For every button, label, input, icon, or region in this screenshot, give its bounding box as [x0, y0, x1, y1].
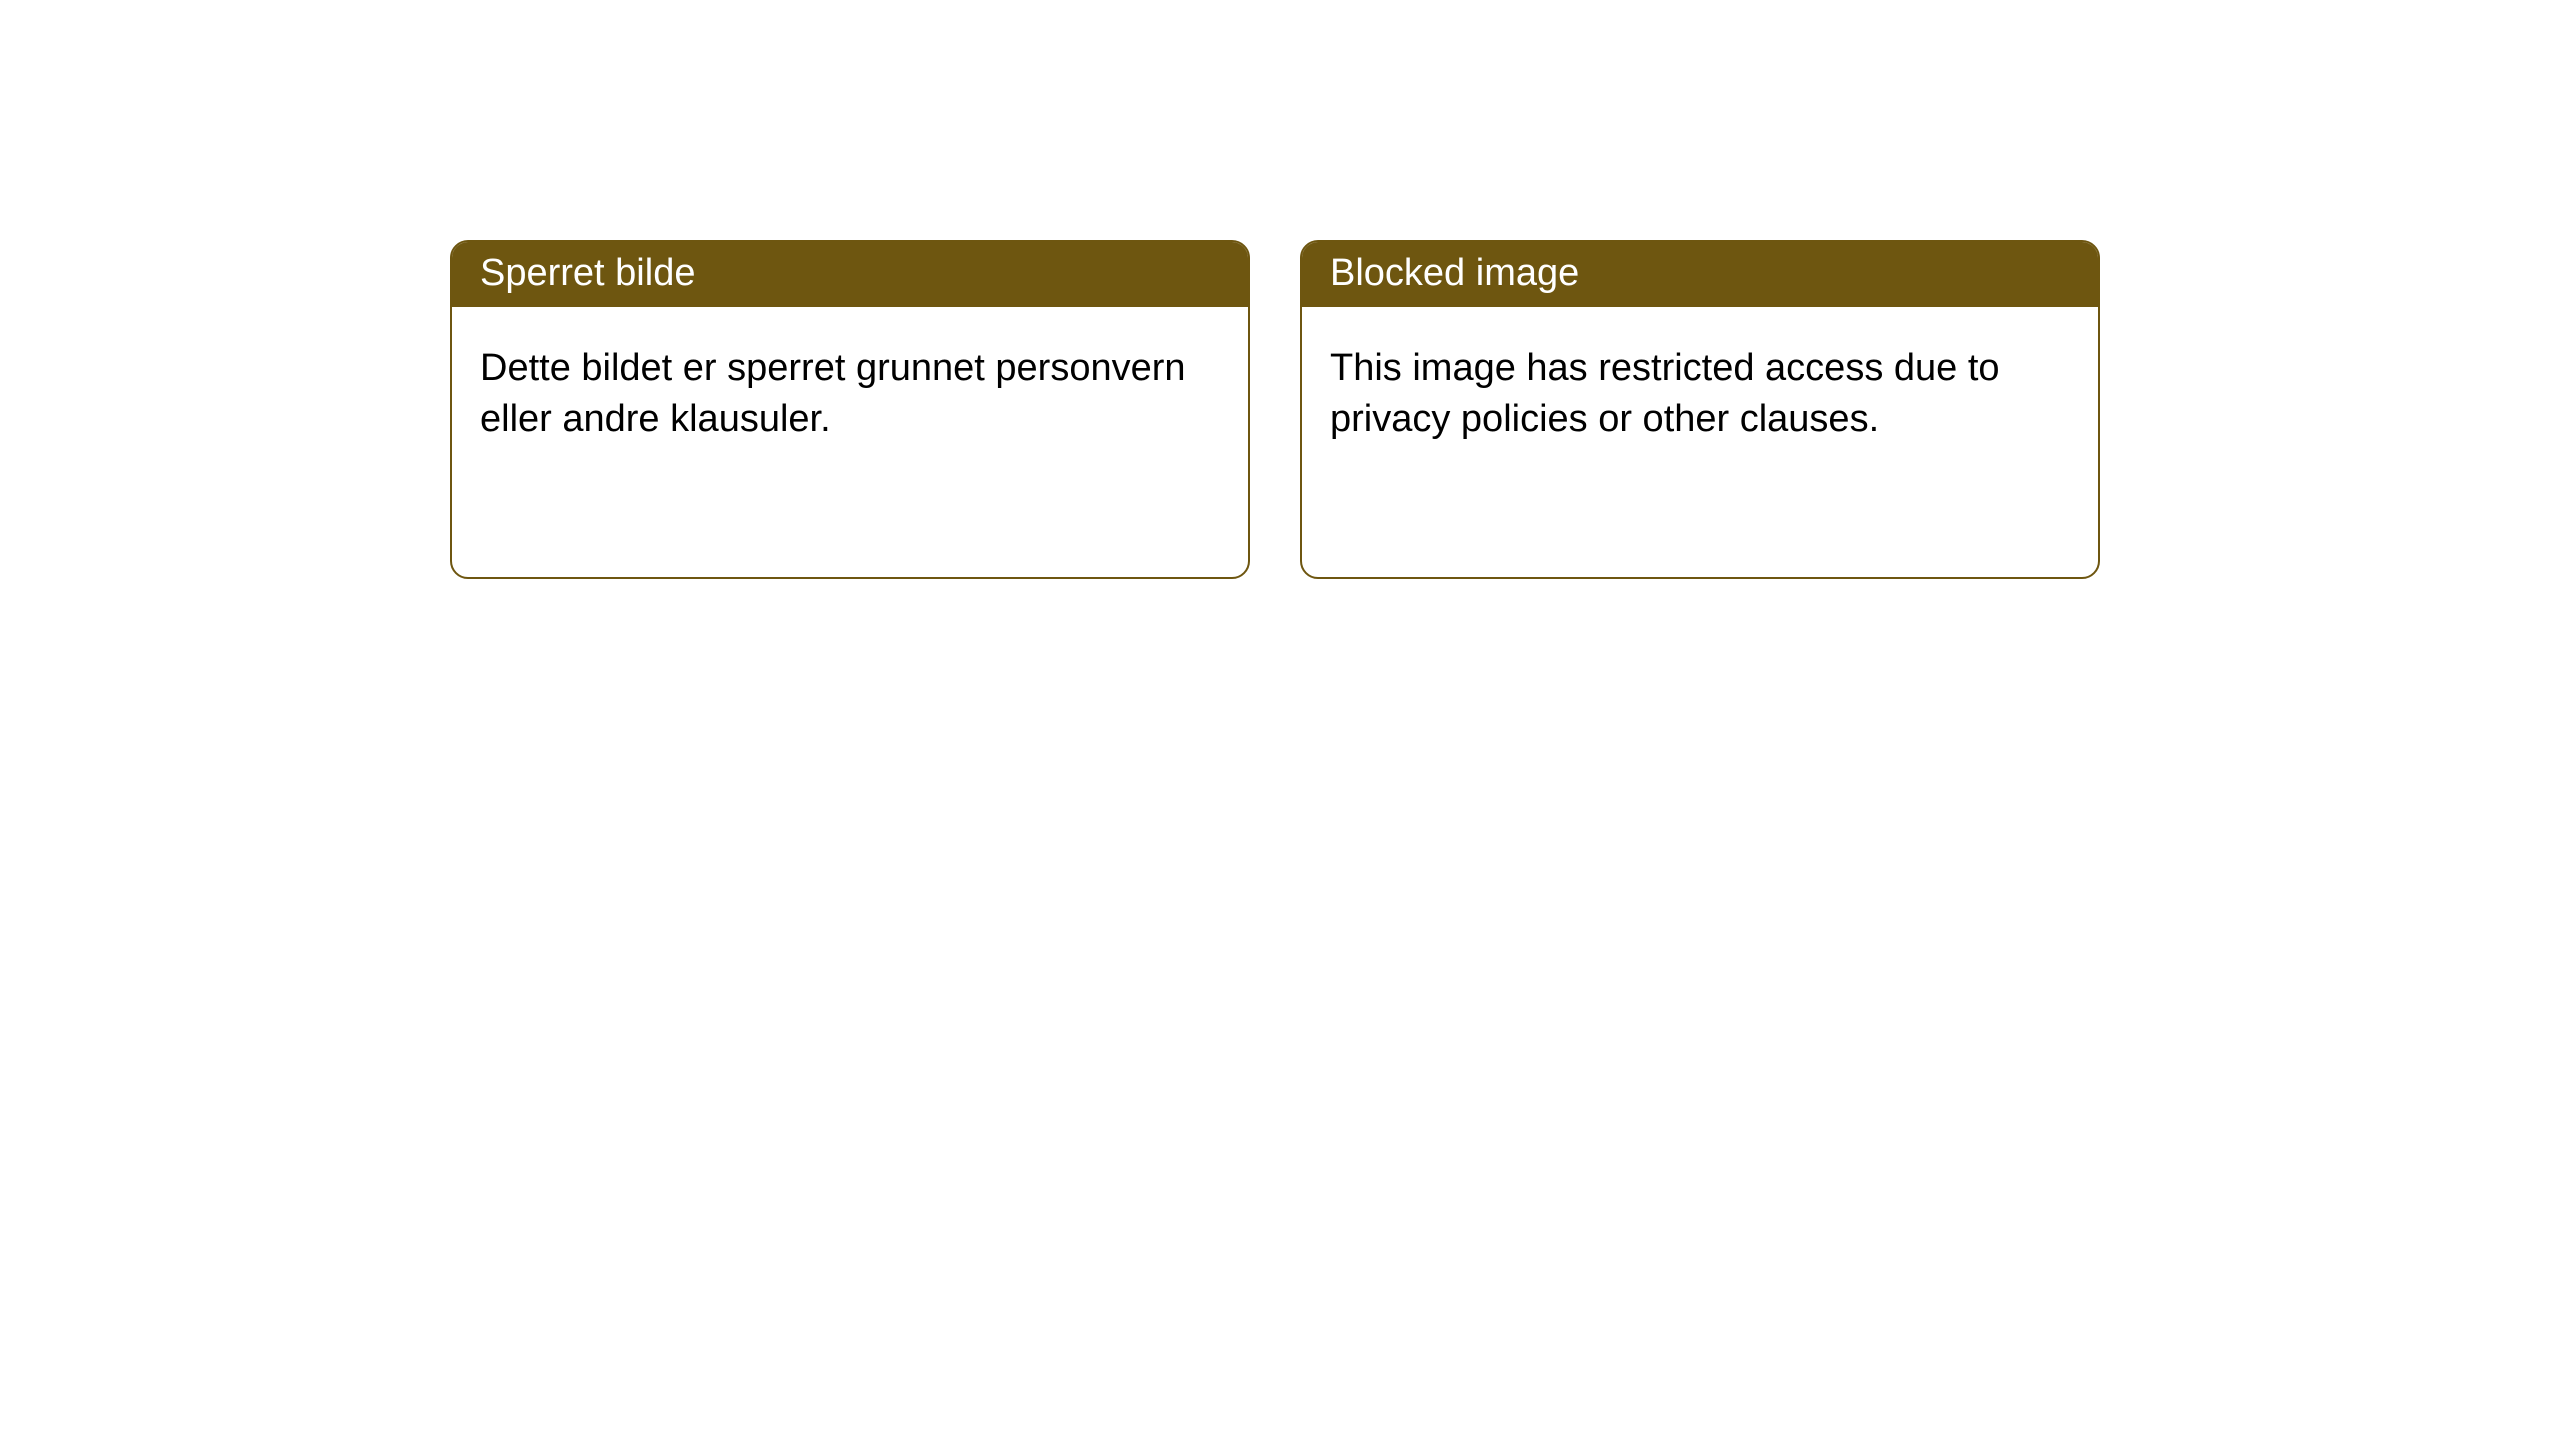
notice-body: Dette bildet er sperret grunnet personve… [452, 307, 1248, 577]
notice-header: Sperret bilde [452, 242, 1248, 307]
notice-container: Sperret bilde Dette bildet er sperret gr… [0, 0, 2560, 579]
notice-body: This image has restricted access due to … [1302, 307, 2098, 577]
notice-header: Blocked image [1302, 242, 2098, 307]
notice-card-english: Blocked image This image has restricted … [1300, 240, 2100, 579]
notice-card-norwegian: Sperret bilde Dette bildet er sperret gr… [450, 240, 1250, 579]
